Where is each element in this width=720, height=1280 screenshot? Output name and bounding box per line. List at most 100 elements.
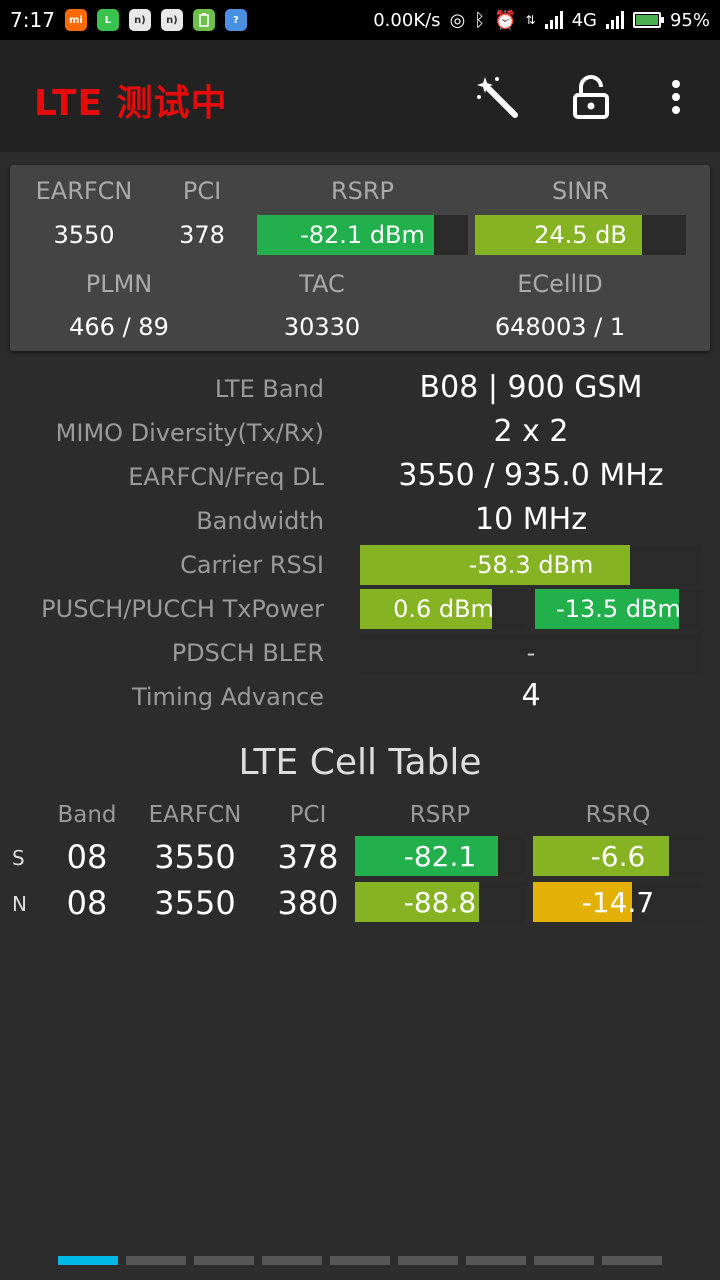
nfc-icon: n) xyxy=(128,9,151,31)
page-dot[interactable] xyxy=(194,1256,254,1265)
data-arrows-icon: ⇅ xyxy=(525,13,536,27)
txpower-label: PUSCH/PUCCH TxPower xyxy=(41,595,324,623)
earfcn-value: 3550 xyxy=(53,221,115,249)
more-options-icon[interactable] xyxy=(651,72,701,122)
ecellid-label: ECellID xyxy=(517,270,603,298)
plmn-value: 466 / 89 xyxy=(69,313,169,341)
mi-icon: mi xyxy=(64,9,87,31)
battery-level: 95% xyxy=(669,9,710,31)
row-rsrp-value: -82.1 xyxy=(403,839,477,873)
battery-icon xyxy=(632,12,664,28)
bler-value: - xyxy=(526,639,536,667)
row-tag-serving: S xyxy=(12,846,25,870)
plmn-label: PLMN xyxy=(85,270,153,298)
rssi-value: -58.3 dBm xyxy=(468,551,594,579)
serving-cell-summary: EARFCN PCI RSRP SINR 3550 378 -82.1 dBm … xyxy=(10,165,710,351)
pucch-bar: -13.5 dBm xyxy=(535,589,702,629)
lte-band-value: B08 | 900 GSM xyxy=(419,370,643,405)
page-indicator[interactable] xyxy=(58,1256,662,1265)
battery-app-icon xyxy=(192,9,215,31)
toolbar: LTE 测试中 xyxy=(0,40,720,152)
rssi-bar: -58.3 dBm xyxy=(360,545,702,585)
row-band: 08 xyxy=(66,884,108,922)
row-rsrp-value: -88.8 xyxy=(403,885,477,919)
signal-icon-2 xyxy=(605,11,624,29)
bandwidth-label: Bandwidth xyxy=(196,507,324,535)
row-rsrq-bar: -14.7 xyxy=(533,882,703,922)
row-rsrq-fill xyxy=(533,882,632,922)
pci-label: PCI xyxy=(182,177,222,205)
ta-label: Timing Advance xyxy=(131,683,324,711)
row-pci: 378 xyxy=(277,838,339,876)
status-bar: 7:17 mi L n) n) ? 0.00K/s ◎ ᛒ ⏰ ⇅ 4G 95% xyxy=(0,0,720,40)
row-earfcn: 3550 xyxy=(154,838,236,876)
page-dot[interactable] xyxy=(466,1256,526,1265)
signal-icon xyxy=(544,11,563,29)
rsrp-bar: -82.1 dBm xyxy=(257,215,468,255)
hotspot-icon: ◎ xyxy=(449,9,466,31)
row-rsrp-fill xyxy=(355,836,498,876)
pusch-value: 0.6 dBm xyxy=(393,595,494,623)
bler-label: PDSCH BLER xyxy=(171,639,324,667)
rsrp-bar-fill xyxy=(257,215,435,255)
page-dot[interactable] xyxy=(534,1256,594,1265)
nfc-icon-2: n) xyxy=(160,9,183,31)
tac-value: 30330 xyxy=(283,313,361,341)
unlock-icon[interactable] xyxy=(566,72,616,122)
row-tag-neighbor: N xyxy=(12,892,27,916)
row-earfcn: 3550 xyxy=(154,884,236,922)
ecellid-value: 648003 / 1 xyxy=(494,313,626,341)
app-title: LTE 测试中 xyxy=(34,83,228,124)
page-dot[interactable] xyxy=(58,1256,118,1265)
row-rsrq-bar: -6.6 xyxy=(533,836,703,876)
col-band: Band xyxy=(57,802,117,828)
col-earfcn: EARFCN xyxy=(148,802,242,828)
page-dot[interactable] xyxy=(126,1256,186,1265)
sinr-label: SINR xyxy=(552,177,609,205)
pci-value: 378 xyxy=(179,221,225,249)
magic-wand-icon[interactable] xyxy=(472,72,522,122)
row-rsrq-value: -14.7 xyxy=(581,885,655,919)
pusch-bar-fill xyxy=(360,589,492,629)
col-rsrq: RSRQ xyxy=(585,802,651,828)
row-rsrq-fill xyxy=(533,836,669,876)
freq-label: EARFCN/Freq DL xyxy=(128,463,324,491)
signal-app-icon: ? xyxy=(224,9,247,31)
rssi-bar-fill xyxy=(360,545,631,585)
alarm-icon: ⏰ xyxy=(494,9,517,31)
pucch-bar-fill xyxy=(535,589,679,629)
freq-value: 3550 / 935.0 MHz xyxy=(398,458,664,493)
page-dot[interactable] xyxy=(262,1256,322,1265)
pucch-value: -13.5 dBm xyxy=(556,595,681,623)
col-pci: PCI xyxy=(289,802,327,828)
col-rsrp: RSRP xyxy=(409,802,471,828)
row-rsrp-bar: -82.1 xyxy=(355,836,525,876)
page-dot[interactable] xyxy=(398,1256,458,1265)
sinr-bar: 24.5 dB xyxy=(475,215,686,255)
page-dot[interactable] xyxy=(602,1256,662,1265)
cell-table-title: LTE Cell Table xyxy=(238,742,482,783)
mimo-label: MIMO Diversity(Tx/Rx) xyxy=(55,419,324,447)
row-pci: 380 xyxy=(277,884,339,922)
bler-bar: - xyxy=(360,633,702,673)
row-band: 08 xyxy=(66,838,108,876)
row-rsrp-bar: -88.8 xyxy=(355,882,525,922)
mimo-value: 2 x 2 xyxy=(493,414,569,449)
ta-value: 4 xyxy=(521,678,541,713)
bluetooth-icon: ᛒ xyxy=(474,9,486,31)
lte-band-label: LTE Band xyxy=(214,375,324,403)
rssi-label: Carrier RSSI xyxy=(180,551,324,579)
sinr-value: 24.5 dB xyxy=(534,221,627,249)
network-speed: 0.00K/s xyxy=(373,9,441,31)
row-rsrp-fill xyxy=(355,882,480,922)
page-dot[interactable] xyxy=(330,1256,390,1265)
bandwidth-value: 10 MHz xyxy=(475,502,587,537)
pusch-bar: 0.6 dBm xyxy=(360,589,527,629)
network-type: 4G xyxy=(571,9,597,31)
row-rsrq-value: -6.6 xyxy=(590,839,646,873)
earfcn-label: EARFCN xyxy=(35,177,133,205)
rsrp-value: -82.1 dBm xyxy=(300,221,425,249)
line-icon: L xyxy=(96,9,119,31)
sinr-bar-fill xyxy=(475,215,642,255)
status-time: 7:17 xyxy=(10,8,55,32)
